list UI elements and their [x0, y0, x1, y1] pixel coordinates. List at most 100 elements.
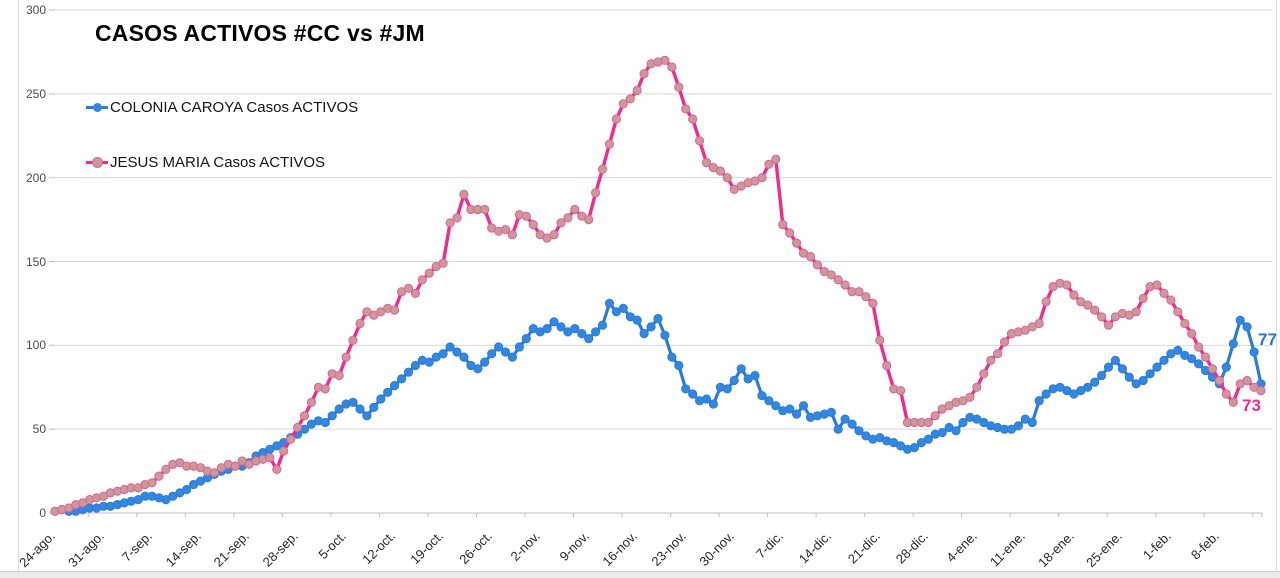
colonia-caroya-data-point	[792, 409, 802, 419]
colonia-caroya-data-point	[376, 394, 386, 404]
colonia-caroya-data-point	[632, 315, 642, 325]
colonia-caroya-data-point	[750, 370, 760, 381]
jesus-maria-data-point	[528, 220, 538, 230]
colonia-caroya-data-point	[785, 404, 795, 414]
colonia-caroya-data-point	[1242, 322, 1252, 332]
jesus-maria-data-point	[625, 94, 635, 104]
jesus-maria-data-point	[445, 218, 455, 228]
colonia-caroya-data-point	[1117, 364, 1128, 374]
jesus-maria-data-point	[563, 213, 573, 223]
colonia-caroya-data-point	[653, 313, 663, 324]
colonia-caroya-markers	[50, 298, 1266, 516]
jesus-maria-data-point	[1221, 389, 1231, 399]
colonia-caroya-data-point	[549, 317, 559, 327]
legend-label-colonia-caroya: COLONIA CAROYA Casos ACTIVOS	[110, 98, 359, 116]
jesus-maria-data-point	[785, 228, 795, 238]
colonia-caroya-data-point	[507, 352, 518, 362]
jesus-maria-data-point	[923, 417, 933, 428]
jesus-maria-data-point	[591, 188, 601, 198]
jesus-maria-data-point	[681, 104, 691, 114]
colonia-caroya-data-point	[833, 424, 843, 434]
jesus-maria-data-point	[1180, 318, 1190, 329]
colonia-caroya-data-point	[708, 399, 719, 409]
jesus-maria-data-point	[611, 114, 622, 124]
jesus-maria-data-point	[1207, 364, 1218, 374]
cc-endpoint-value-label: 77	[1258, 330, 1277, 349]
jm-series-marker-icon	[86, 151, 108, 173]
jesus-maria-data-point	[1187, 329, 1197, 339]
jesus-maria-data-point	[1041, 297, 1051, 307]
jesus-maria-data-point	[674, 82, 684, 92]
colonia-caroya-data-point	[1027, 417, 1037, 428]
colonia-caroya-data-point	[840, 414, 850, 424]
jesus-maria-data-point	[1152, 280, 1162, 290]
jesus-maria-data-point	[154, 471, 164, 481]
colonia-caroya-data-point	[182, 484, 192, 495]
jesus-maria-data-point	[403, 283, 414, 293]
jesus-maria-data-point	[161, 464, 171, 474]
jesus-maria-data-point	[410, 288, 420, 298]
colonia-caroya-data-point	[500, 347, 511, 357]
colonia-caroya-data-point	[494, 342, 504, 352]
jesus-maria-data-point	[355, 318, 365, 329]
jesus-maria-data-point	[334, 370, 344, 381]
jesus-maria-data-point	[695, 136, 705, 146]
jesus-maria-data-point	[1138, 293, 1148, 303]
colonia-caroya-data-point	[514, 342, 525, 352]
jesus-maria-data-point	[667, 62, 677, 72]
legend-label-jesus-maria: JESUS MARIA Casos ACTIVOS	[110, 153, 326, 171]
jesus-maria-data-point	[507, 230, 518, 240]
colonia-caroya-data-point	[1221, 362, 1231, 372]
colonia-caroya-data-point	[1249, 347, 1259, 357]
colonia-caroya-data-point	[424, 357, 434, 367]
jesus-maria-data-point	[424, 268, 434, 278]
colonia-caroya-data-point	[937, 427, 947, 438]
colonia-caroya-data-point	[667, 352, 677, 362]
colonia-caroya-data-point	[459, 352, 469, 362]
jesus-maria-data-point	[459, 189, 469, 199]
colonia-caroya-data-point	[1138, 375, 1148, 386]
colonia-caroya-data-point	[604, 298, 615, 308]
y-tick-label-250: 250	[25, 86, 46, 101]
jesus-maria-data-point	[805, 251, 816, 262]
colonia-caroya-data-point	[473, 364, 483, 374]
colonia-caroya-data-point	[1097, 370, 1107, 381]
colonia-caroya-data-point	[1235, 315, 1245, 325]
colonia-caroya-data-point	[521, 334, 531, 344]
jesus-maria-data-point	[341, 352, 351, 362]
colonia-caroya-data-point	[438, 349, 448, 359]
jesus-maria-data-point	[972, 382, 982, 392]
colonia-caroya-data-point	[771, 401, 781, 411]
colonia-caroya-data-point	[729, 375, 739, 386]
jesus-maria-data-point	[286, 434, 296, 444]
cc-series-marker-icon	[86, 96, 108, 118]
colonia-caroya-data-point	[951, 426, 961, 436]
colonia-caroya-data-point	[355, 404, 365, 414]
jesus-maria-data-point	[521, 211, 531, 221]
jesus-maria-data-point	[1194, 342, 1204, 352]
jesus-maria-data-point	[660, 55, 670, 65]
colonia-caroya-data-point	[1083, 382, 1093, 392]
colonia-caroya-data-point	[487, 349, 497, 359]
colonia-caroya-data-point	[681, 384, 691, 394]
legend: COLONIA CAROYA Casos ACTIVOS JESUS MARIA…	[86, 96, 358, 206]
colonia-caroya-data-point	[1228, 339, 1238, 349]
colonia-caroya-data-point	[334, 404, 344, 414]
jesus-maria-data-point	[1097, 312, 1107, 322]
jesus-maria-data-point	[826, 270, 836, 280]
colonia-caroya-data-point	[1152, 362, 1162, 372]
jesus-maria-data-point	[1103, 320, 1114, 330]
jesus-maria-data-point	[854, 287, 864, 297]
jesus-maria-data-point	[299, 411, 310, 421]
jesus-maria-data-point	[965, 392, 975, 402]
colonia-caroya-data-point	[674, 360, 684, 371]
colonia-caroya-data-point	[397, 374, 407, 384]
colonia-caroya-data-point	[854, 426, 864, 436]
jesus-maria-data-point	[715, 166, 726, 176]
window-bottom-strip	[0, 571, 1280, 578]
jesus-maria-data-point	[1083, 300, 1093, 310]
colonia-caroya-data-point	[410, 360, 420, 371]
jesus-maria-data-point	[1159, 288, 1169, 298]
colonia-caroya-data-point	[736, 364, 746, 374]
